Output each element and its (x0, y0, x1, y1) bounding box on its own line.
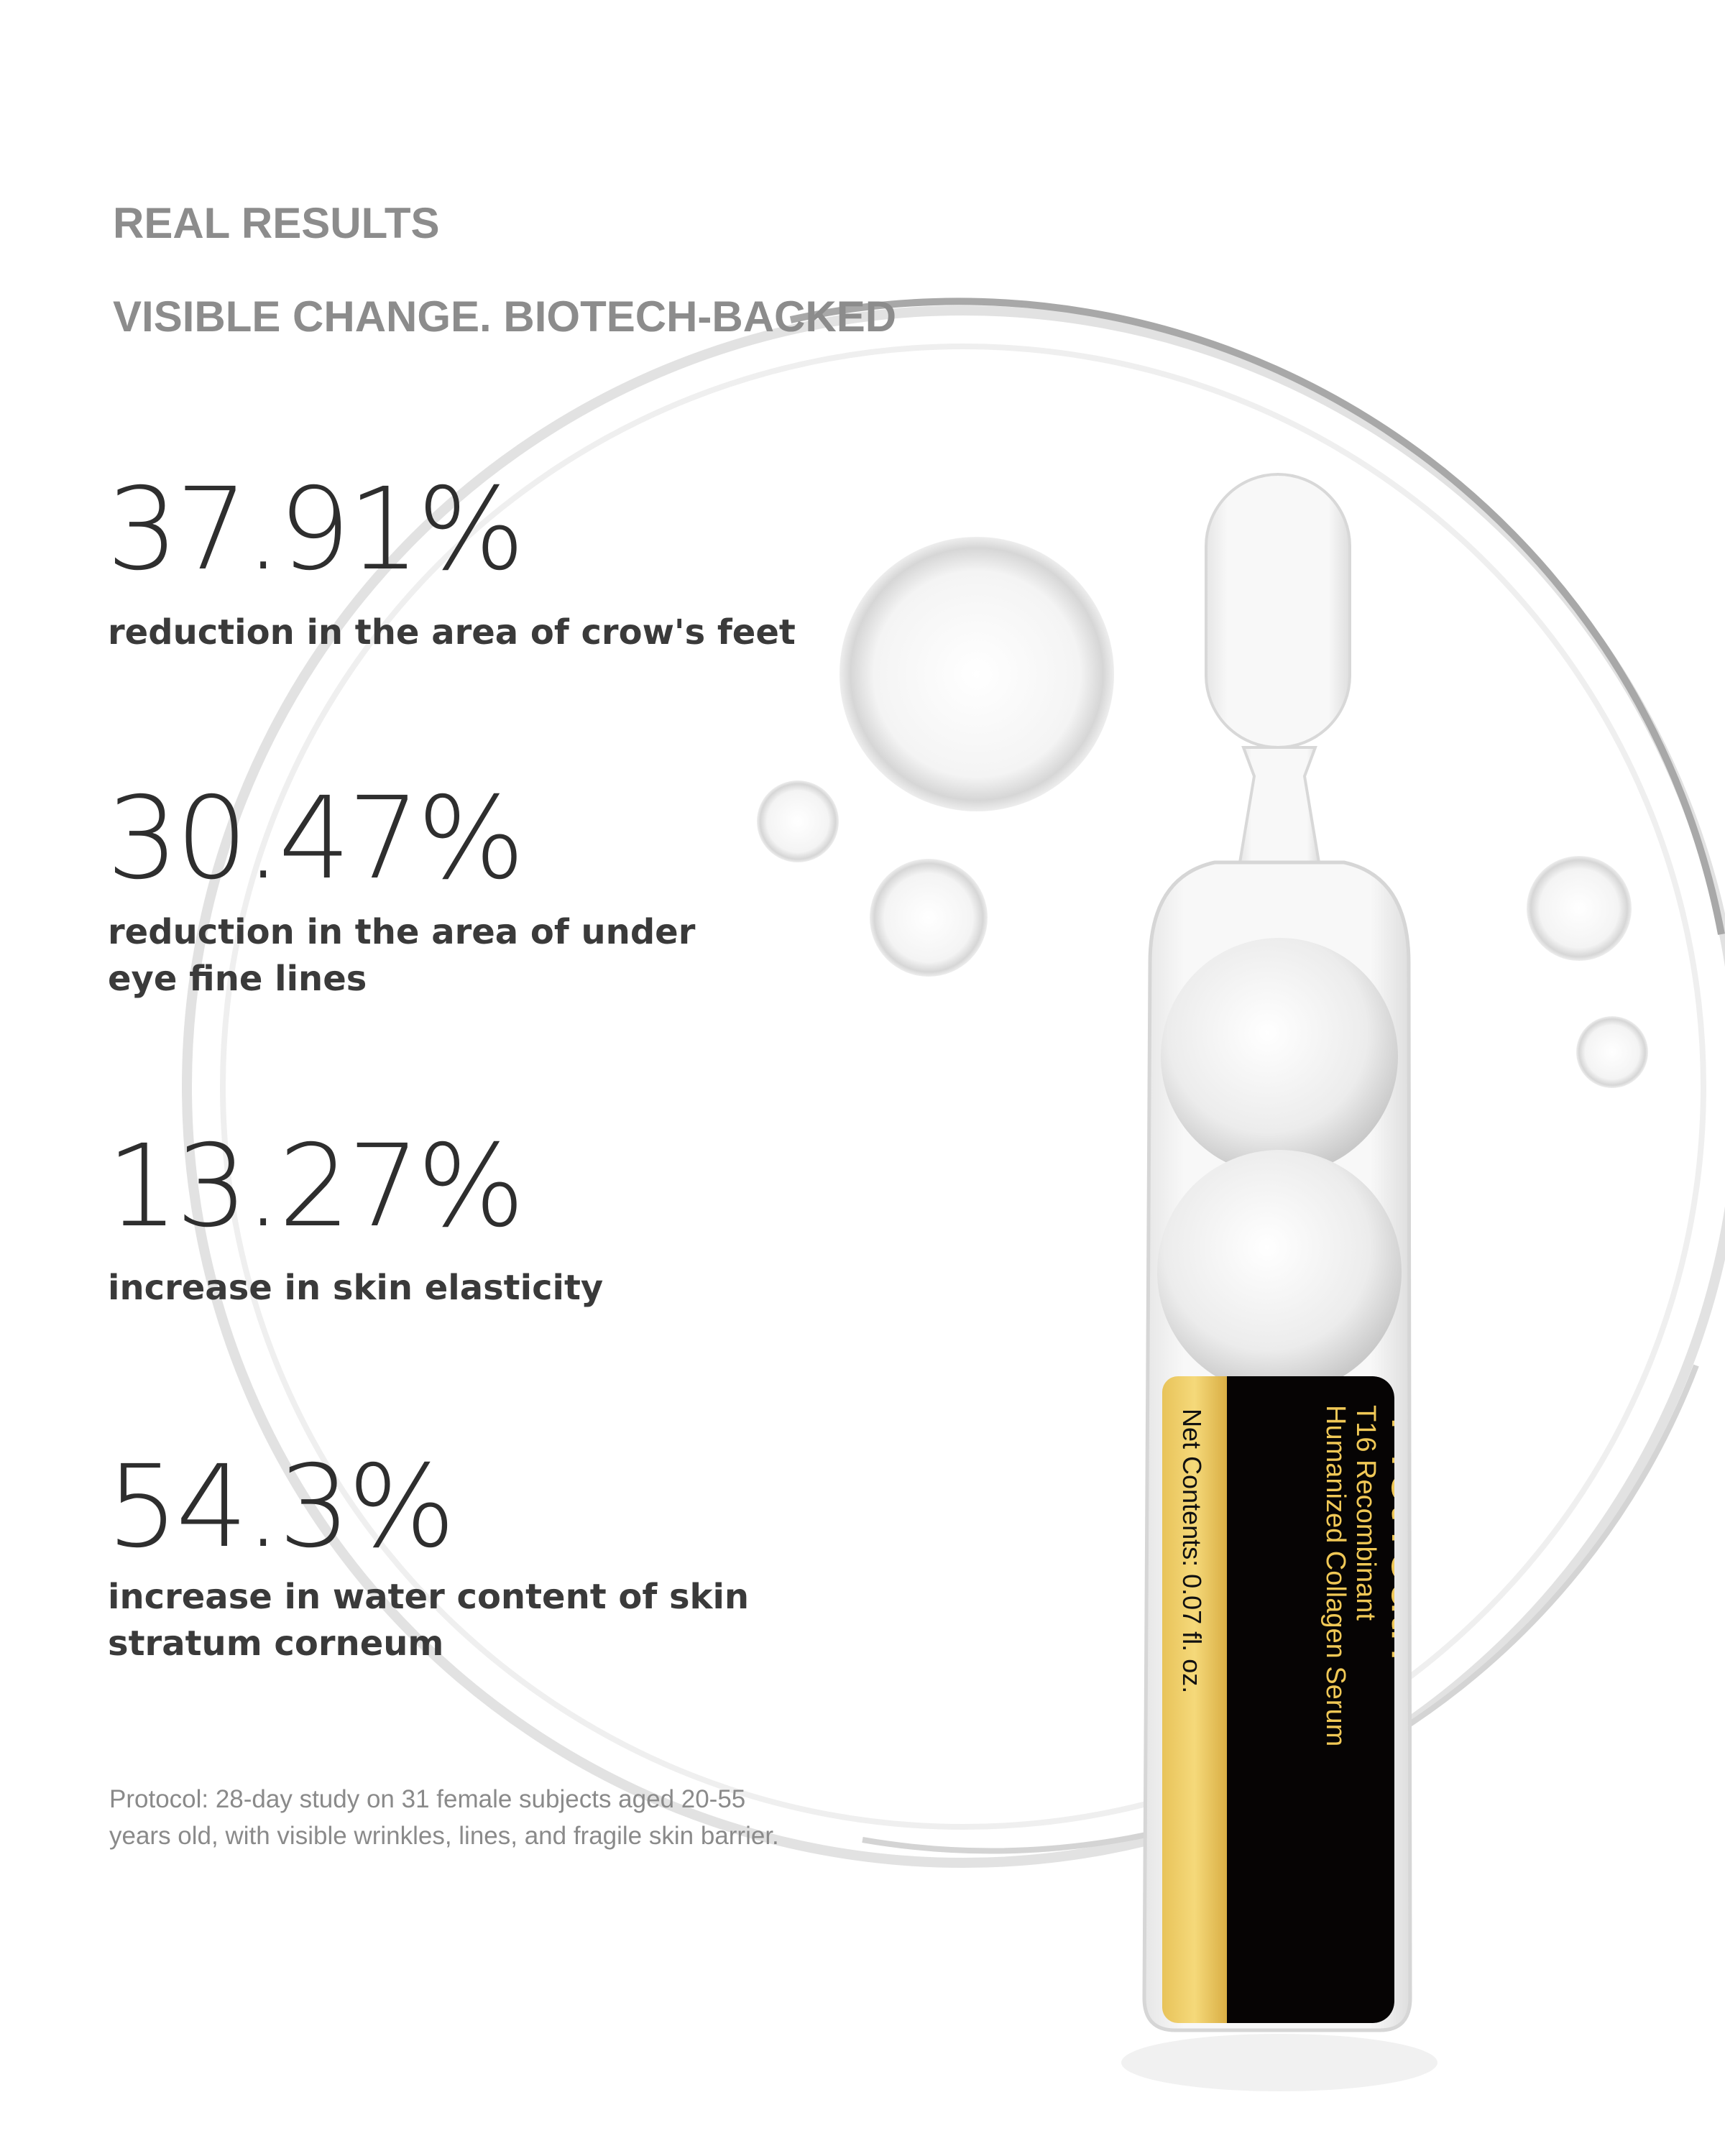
droplet (1576, 1016, 1648, 1088)
stat-description: increase in water content of skin stratu… (108, 1574, 827, 1667)
footnote-line: Protocol: 28-day study on 31 female subj… (109, 1785, 746, 1813)
product-name: T16 Recombinant Humanized Collagen Serum (1320, 1405, 1381, 1746)
product-name-line: Humanized Collagen Serum (1320, 1405, 1351, 1747)
stat-description-line: stratum corneum (108, 1623, 444, 1664)
stat-description-line: eye fine lines (108, 959, 367, 999)
label-black-panel: ProtYouth T16 Recombinant Humanized Coll… (1227, 1376, 1394, 2023)
stat-value: 37.91% (106, 464, 525, 596)
section-subtitle: VISIBLE CHANGE. BIOTECH-BACKED (113, 292, 897, 341)
label-gold-strip: Net Contents: 0.07 fl. oz. (1162, 1376, 1227, 2023)
stat-description-line: reduction in the area of under (108, 912, 696, 952)
brand-logo: ProtYouth (1379, 1416, 1394, 1660)
section-kicker: REAL RESULTS (113, 199, 440, 247)
droplet (1527, 856, 1632, 961)
stat-description: reduction in the area of crow's feet (108, 612, 796, 653)
stat-description: increase in skin elasticity (108, 1268, 604, 1308)
stat-value: 54.3% (106, 1441, 456, 1573)
product-label: Net Contents: 0.07 fl. oz. ProtYouth T16… (1162, 1376, 1394, 2023)
net-contents: Net Contents: 0.07 fl. oz. (1177, 1409, 1207, 1694)
petri-dish-rim (182, 298, 1725, 1868)
stat-value: 30.47% (106, 773, 525, 905)
footnote-line: years old, with visible wrinkles, lines,… (109, 1822, 779, 1850)
droplet (840, 537, 1114, 811)
stat-value: 13.27% (106, 1120, 525, 1253)
product-name-line: T16 Recombinant (1351, 1405, 1381, 1621)
droplet (870, 859, 988, 977)
droplet (757, 780, 839, 862)
study-protocol-note: Protocol: 28-day study on 31 female subj… (109, 1781, 972, 1854)
stat-description-line: increase in water content of skin (108, 1577, 750, 1617)
stat-description: reduction in the area of under eye fine … (108, 909, 827, 1003)
